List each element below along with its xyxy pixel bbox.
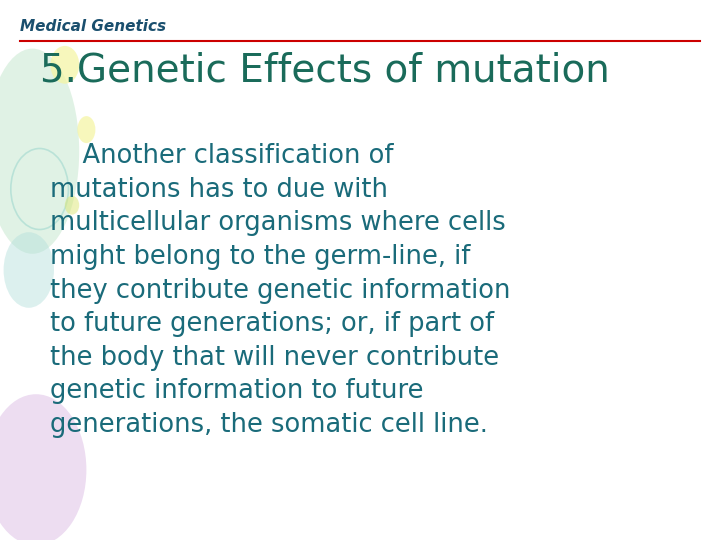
Ellipse shape <box>4 232 54 308</box>
Text: Another classification of
mutations has to due with
multicellular organisms wher: Another classification of mutations has … <box>50 143 511 438</box>
Ellipse shape <box>78 116 95 143</box>
Ellipse shape <box>65 195 79 214</box>
Ellipse shape <box>50 46 79 84</box>
Ellipse shape <box>0 49 79 254</box>
Ellipse shape <box>0 394 86 540</box>
Text: Medical Genetics: Medical Genetics <box>20 19 166 34</box>
Text: 5.Genetic Effects of mutation: 5.Genetic Effects of mutation <box>40 51 609 89</box>
